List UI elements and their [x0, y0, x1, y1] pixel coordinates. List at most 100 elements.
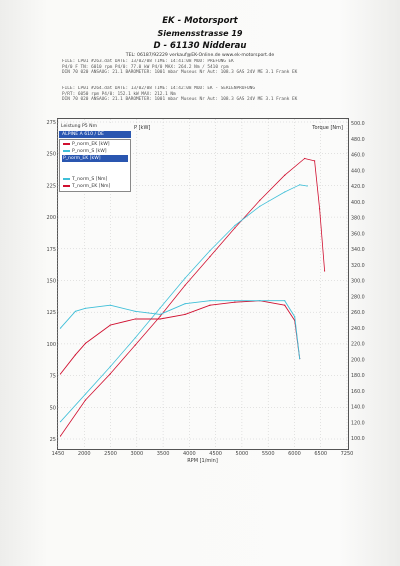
- x-tick-label: 6000: [288, 451, 301, 457]
- series-point-3: [299, 358, 301, 360]
- y-left-tick-label: 250: [46, 152, 56, 158]
- legend-list[interactable]: P_norm_EK [kW] P_norm_S [kW] P_norm_EK […: [59, 139, 131, 192]
- x-axis-label: RPM [1/min]: [187, 458, 218, 464]
- y-left-tick-label: 150: [46, 279, 56, 285]
- series-point-1: [134, 337, 136, 339]
- y-right-tick-label: 240.0: [351, 326, 365, 332]
- run1-line-3: DIN 70 020 ANSAUG: 21.1 BAROMETER: 1001 …: [62, 70, 298, 76]
- contact-line: TEL: 06187/92229 verkauf@EK-Online.de ww…: [125, 53, 275, 58]
- series-point-2: [234, 301, 236, 303]
- run2-line-1: FILE: LP01 #264.dat DATE: 13/02/08 TIME:…: [62, 86, 255, 91]
- y-right-tick-label: 300.0: [351, 279, 365, 285]
- y-left-tick-label: 175: [46, 247, 56, 253]
- y-right-tick-label: 260.0: [351, 310, 365, 316]
- y-right-tick-label: 220.0: [351, 342, 365, 348]
- series-point-1: [306, 185, 308, 187]
- series-point-3: [84, 307, 87, 309]
- legend-item-torque-run2[interactable]: T_norm_S [Nm]: [62, 176, 128, 183]
- y-left-tick-label: 200: [46, 215, 56, 221]
- series-point-1: [299, 184, 301, 186]
- y-right-tick-label: 120.0: [351, 420, 365, 426]
- legend-swatch-torque-run1: [63, 184, 70, 187]
- x-tick-label: 6500: [314, 451, 327, 457]
- series-line-1: [60, 184, 308, 422]
- series-point-0: [314, 160, 316, 162]
- series-point-0: [323, 270, 326, 272]
- series-point-3: [134, 310, 136, 312]
- y-right-tick-label: 200.0: [351, 357, 365, 363]
- x-tick-label: 3500: [157, 451, 170, 457]
- series-point-0: [259, 199, 261, 201]
- x-tick-label: 1450: [52, 451, 65, 457]
- series-point-2: [184, 313, 186, 316]
- series-point-2: [159, 318, 161, 320]
- legend-swatch-torque-run2: [63, 177, 70, 180]
- x-tick-label: 2000: [78, 451, 91, 457]
- y-right-tick-label: 400.0: [351, 200, 365, 206]
- y-right-tick-label: 340.0: [351, 247, 365, 253]
- series-line-2: [60, 300, 301, 375]
- street-address: Siemensstrasse 19: [157, 29, 243, 38]
- legend-item-selected[interactable]: P_norm_EK [kW]: [62, 155, 128, 162]
- series-point-2: [59, 373, 62, 375]
- legend-title: Leistung P5 Nm: [59, 123, 131, 130]
- y-right-axis-label: Torque [Nm]: [311, 125, 343, 131]
- legend-swatch-power-run1: [63, 142, 70, 145]
- series-point-3: [109, 304, 111, 306]
- series-point-3: [294, 316, 296, 318]
- legend-item-torque-run1[interactable]: T_norm_EK [Nm]: [62, 183, 128, 190]
- series-point-2: [134, 318, 136, 320]
- y-left-tick-label: 50: [50, 405, 56, 411]
- series-point-1: [284, 191, 286, 193]
- series-point-2: [209, 304, 211, 306]
- series-line-0: [60, 158, 325, 437]
- city-address: D - 61130 Nidderau: [153, 41, 247, 51]
- series-point-0: [234, 227, 236, 229]
- y-left-tick-label: 275: [46, 120, 56, 126]
- series-point-3: [209, 300, 211, 302]
- y-right-tick-label: 440.0: [351, 168, 365, 174]
- y-left-tick-label: 225: [46, 183, 56, 189]
- series-point-3: [284, 300, 286, 302]
- legend-item-power-run1[interactable]: P_norm_EK [kW]: [62, 141, 128, 148]
- run-info-block-2: FILE: LP01 #264.dat DATE: 13/02/08 TIME:…: [62, 86, 362, 103]
- legend-label-torque-run2: T_norm_S [Nm]: [72, 177, 108, 182]
- y-right-tick-label: 140.0: [351, 405, 365, 411]
- series-point-1: [259, 205, 261, 207]
- run2-line-2: P/RT: 6050 rpm P4/0: 152.1 kW MAX: 212.1…: [62, 91, 176, 97]
- series-point-0: [109, 373, 111, 375]
- legend-panel[interactable]: Leistung P5 Nm ALPINE A 610 / DE P_norm_…: [59, 123, 131, 192]
- legend-run-selector[interactable]: ALPINE A 610 / DE: [59, 131, 131, 138]
- y-left-tick-label: 25: [50, 437, 56, 443]
- y-right-tick-label: 360.0: [351, 231, 365, 237]
- series-point-0: [184, 284, 186, 286]
- legend-label-power-run1: P_norm_EK [kW]: [72, 142, 110, 147]
- series-point-1: [59, 421, 62, 423]
- series-point-0: [134, 344, 136, 346]
- y-right-tick-label: 480.0: [351, 137, 365, 143]
- series-point-0: [284, 174, 286, 176]
- y-right-tick-label: 320.0: [351, 263, 365, 269]
- series-point-3: [74, 310, 77, 312]
- legend-label-torque-run1: T_norm_EK [Nm]: [72, 184, 111, 189]
- series-point-2: [284, 304, 286, 306]
- series-point-0: [84, 399, 87, 401]
- series-point-2: [74, 354, 77, 356]
- y-left-tick-label: 125: [46, 310, 56, 316]
- series-point-3: [59, 327, 62, 329]
- series-point-0: [159, 315, 161, 317]
- series-point-1: [109, 366, 111, 368]
- legend-label-power-run2: P_norm_S [kW]: [72, 149, 107, 154]
- y-right-tick-label: 420.0: [351, 184, 365, 190]
- x-tick-label: 5500: [262, 451, 275, 457]
- y-right-tick-label: 500.0: [351, 121, 365, 127]
- series-point-3: [234, 300, 236, 302]
- series-point-1: [184, 277, 186, 279]
- run1-line-2: P4/0 F TN: 6010 rpm P4/0: 77.0 kW P4/0 M…: [62, 64, 229, 70]
- series-point-2: [84, 342, 87, 344]
- y-right-tick-label: 280.0: [351, 294, 365, 300]
- legend-item-power-run2[interactable]: P_norm_S [kW]: [62, 148, 128, 155]
- y-right-tick-label: 160.0: [351, 389, 365, 395]
- company-name: EK - Motorsport: [162, 16, 238, 26]
